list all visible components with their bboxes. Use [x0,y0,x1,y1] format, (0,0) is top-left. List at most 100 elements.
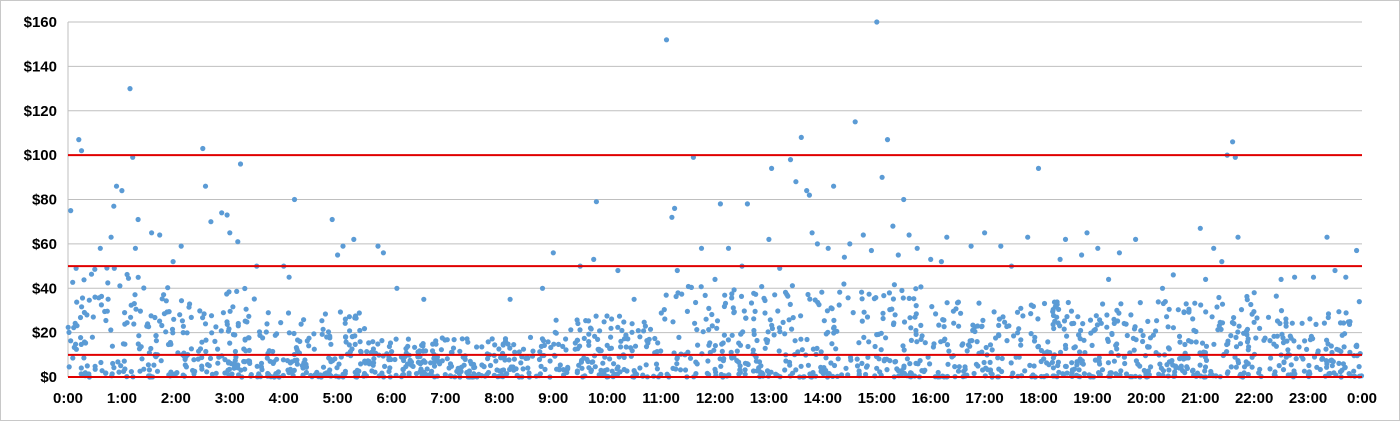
data-point [538,363,544,369]
data-point [1346,371,1352,377]
data-point [131,301,137,307]
data-point [548,344,554,351]
data-point [728,349,734,355]
data-point [908,325,914,331]
data-point [1145,318,1151,324]
data-point [744,201,751,207]
data-point [784,291,790,298]
data-point [1094,322,1100,328]
data-point [324,371,330,378]
data-point [439,358,445,364]
y-tick-label: $0 [40,369,57,386]
data-point [1128,312,1134,318]
data-point [985,367,991,373]
data-point [78,335,84,341]
data-point [1032,334,1038,340]
data-point [81,309,87,316]
data-point [1028,311,1034,317]
data-point [89,334,95,340]
data-point [237,161,244,167]
data-point [122,366,128,372]
y-tick-label: $100 [24,147,57,164]
data-point [547,358,553,364]
data-point [379,338,385,344]
data-point [1148,364,1154,370]
data-point [615,267,621,274]
data-point [1347,349,1353,355]
data-point [394,285,400,291]
data-point [207,355,214,361]
data-point [165,285,171,291]
data-point [199,366,205,372]
data-point [1121,320,1127,327]
data-point [616,313,623,319]
data-point [694,361,700,367]
data-point [371,360,377,366]
data-point [159,322,165,329]
data-point [643,344,650,350]
data-point [975,363,981,369]
y-tick-label: $80 [32,192,57,209]
data-point [141,285,147,291]
data-point [722,292,728,298]
x-tick-label: 16:00 [911,390,949,407]
data-point [859,289,865,295]
data-point [1313,321,1319,327]
x-tick-label: 4:00 [269,390,299,407]
data-point [1271,372,1277,378]
data-point [658,310,664,316]
data-point [423,371,429,378]
data-point [191,371,197,377]
x-tick-label: 2:00 [161,390,191,407]
data-point [1244,293,1250,300]
data-point [674,356,680,362]
data-point [163,329,169,335]
data-point [829,306,835,312]
data-point [769,322,775,328]
data-point [979,323,985,329]
data-point [577,327,583,333]
data-point [929,304,935,310]
data-point [1114,341,1120,347]
data-point [807,296,813,302]
data-point [805,291,811,298]
data-point [81,355,87,361]
data-point [328,341,334,347]
data-point [358,349,364,355]
data-point [179,318,185,324]
data-point [742,371,748,377]
data-point [899,287,905,294]
data-point [209,371,215,377]
data-point [825,245,831,251]
data-point [137,368,143,374]
data-point [137,308,143,314]
data-point [782,367,788,373]
data-point [466,368,472,374]
data-point [719,341,725,347]
data-point [980,317,986,323]
data-point [1008,360,1014,366]
data-point [1050,312,1057,319]
data-point [859,360,865,366]
data-point [1180,368,1186,374]
data-point [833,346,839,352]
data-point [913,286,919,292]
data-point [191,357,197,363]
data-point [614,371,621,377]
data-point [218,328,224,334]
data-point [586,339,592,345]
data-point [291,196,298,203]
data-point [773,371,779,377]
data-point [901,365,907,371]
data-point [180,323,186,329]
data-point [88,271,95,277]
data-point [841,281,847,287]
data-point [831,183,837,189]
data-point [520,366,526,372]
data-point [677,367,684,373]
data-point [987,342,994,348]
data-point [1219,259,1225,265]
data-point [1293,356,1299,362]
data-point [407,357,413,363]
data-point [586,331,592,337]
